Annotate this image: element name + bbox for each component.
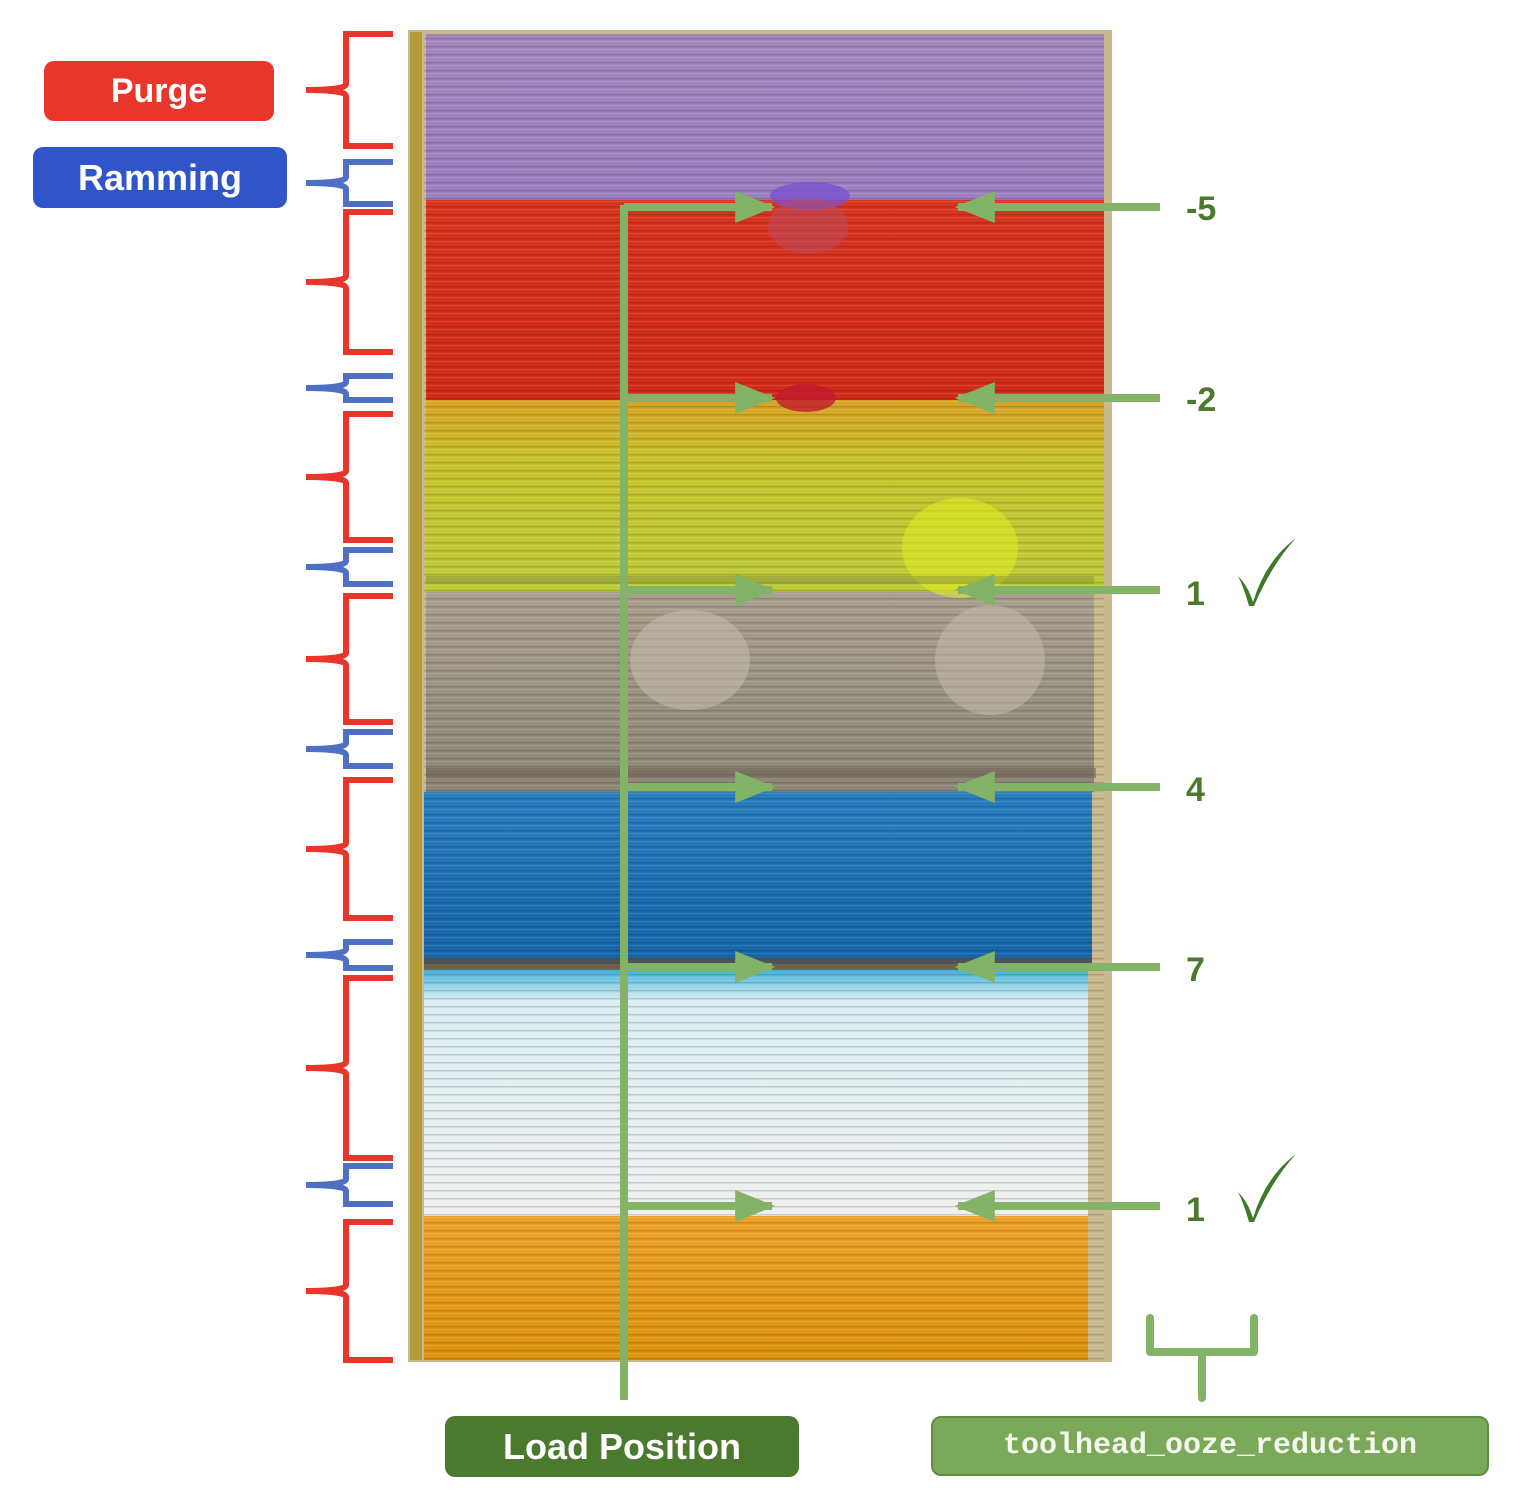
ramming-bracket: [305, 729, 393, 769]
ooze-blob: [776, 384, 836, 412]
glare-spot: [630, 610, 750, 710]
ooze-blob: [768, 198, 848, 254]
tower-edge-strip: [410, 32, 422, 1360]
checkmarks: [1238, 538, 1296, 1222]
purge-bracket: [305, 593, 393, 725]
test-value-label: -5: [1186, 190, 1217, 228]
ramming-bracket: [305, 939, 393, 971]
ramming-bracket: [305, 547, 393, 587]
ramming-bracket: [305, 159, 393, 207]
parameter-label: toolhead_ooze_reduction: [931, 1416, 1489, 1476]
purge-bracket: [305, 777, 393, 921]
purge-ramming-brackets: [305, 31, 393, 1363]
test-value-label: 1: [1186, 575, 1205, 613]
test-value-label: 4: [1186, 771, 1205, 809]
checkmark-icon: [1238, 538, 1296, 606]
purge-bracket: [305, 411, 393, 543]
ramming-bracket: [305, 1163, 393, 1207]
test-value-label: 7: [1186, 951, 1205, 989]
glare-spot: [902, 498, 1018, 598]
purge-bracket: [305, 209, 393, 355]
glare-spot: [935, 605, 1045, 715]
load-position-label: Load Position: [445, 1416, 799, 1477]
gap-line: [426, 768, 1096, 778]
ramming-bracket: [305, 373, 393, 403]
test-value-label: -2: [1186, 381, 1217, 419]
gap-line: [426, 576, 1094, 584]
purge-bracket: [305, 975, 393, 1161]
test-value-label: 1: [1186, 1191, 1205, 1229]
purge-bracket: [305, 31, 393, 149]
load-position-arrows: [620, 191, 776, 1400]
ooze-blob: [770, 182, 850, 210]
value-arrows: [954, 191, 1160, 1222]
purge-bracket: [305, 1219, 393, 1363]
ramming-legend-label: Ramming: [33, 147, 287, 208]
parameter-brace: [1146, 1314, 1258, 1402]
purge-tower-photo: [408, 30, 1112, 1362]
purge-legend-label: Purge: [44, 61, 274, 121]
checkmark-icon: [1238, 1154, 1296, 1222]
